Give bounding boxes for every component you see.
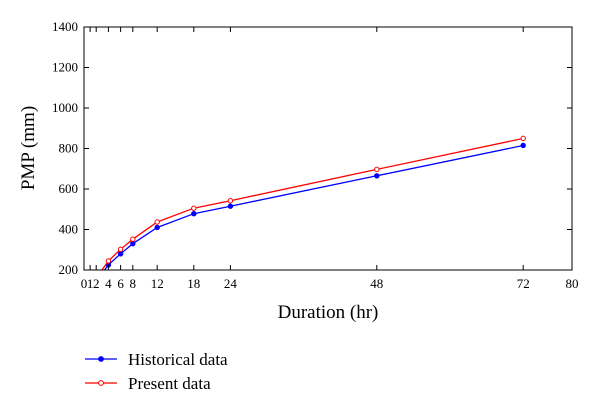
series-present-data [101, 135, 526, 270]
x-tick-label: 8 [130, 276, 137, 291]
data-point [117, 251, 124, 257]
y-axis-title: PMP (mm) [18, 106, 39, 190]
legend-swatch-marker [98, 356, 104, 362]
data-point [520, 135, 526, 142]
data-point [105, 258, 112, 264]
data-point [227, 203, 234, 209]
legend-label: Present data [128, 374, 211, 393]
legend-swatch-marker [98, 380, 104, 386]
data-point [227, 198, 234, 204]
x-axis-title: Duration (hr) [278, 302, 379, 323]
x-tick-label: 18 [187, 276, 200, 291]
x-tick-label: 48 [370, 276, 383, 291]
x-tick-label: 1 [87, 276, 94, 291]
data-point [374, 173, 380, 179]
data-point [520, 142, 526, 149]
y-tick-label: 800 [59, 141, 79, 156]
x-tick-label: 72 [517, 276, 530, 291]
y-tick-label: 1200 [52, 60, 78, 75]
axes: PMP (mm) Duration (hr) 20040060080010001… [18, 19, 579, 323]
x-tick-label: 6 [117, 276, 124, 291]
series-historical-data [103, 142, 526, 270]
x-tick-label: 24 [224, 276, 238, 291]
x-tick-label: 12 [151, 276, 164, 291]
data-point [374, 166, 380, 173]
y-tick-label: 200 [59, 262, 79, 277]
x-tick-label: 0 [81, 276, 88, 291]
legend-item: Historical data [85, 350, 228, 369]
data-point [130, 236, 136, 242]
x-tick-label: 80 [566, 276, 579, 291]
x-tick-label: 2 [93, 276, 100, 291]
data-point [130, 240, 136, 247]
data-point [154, 224, 160, 231]
legend: Historical data Present data [85, 350, 228, 393]
data-point [191, 205, 197, 211]
data-point [117, 246, 124, 253]
series-line [103, 144, 524, 270]
y-tick-label: 400 [59, 222, 79, 237]
series-line [101, 137, 524, 270]
legend-label: Historical data [128, 350, 228, 369]
x-tick-label: 4 [105, 276, 112, 291]
y-tick-label: 600 [59, 181, 79, 196]
legend-item: Present data [85, 374, 211, 393]
data-point [154, 219, 160, 225]
y-tick-label: 1400 [52, 19, 78, 34]
data-point [191, 211, 197, 217]
plot-frame [83, 26, 573, 271]
y-tick-label: 1000 [52, 100, 78, 115]
